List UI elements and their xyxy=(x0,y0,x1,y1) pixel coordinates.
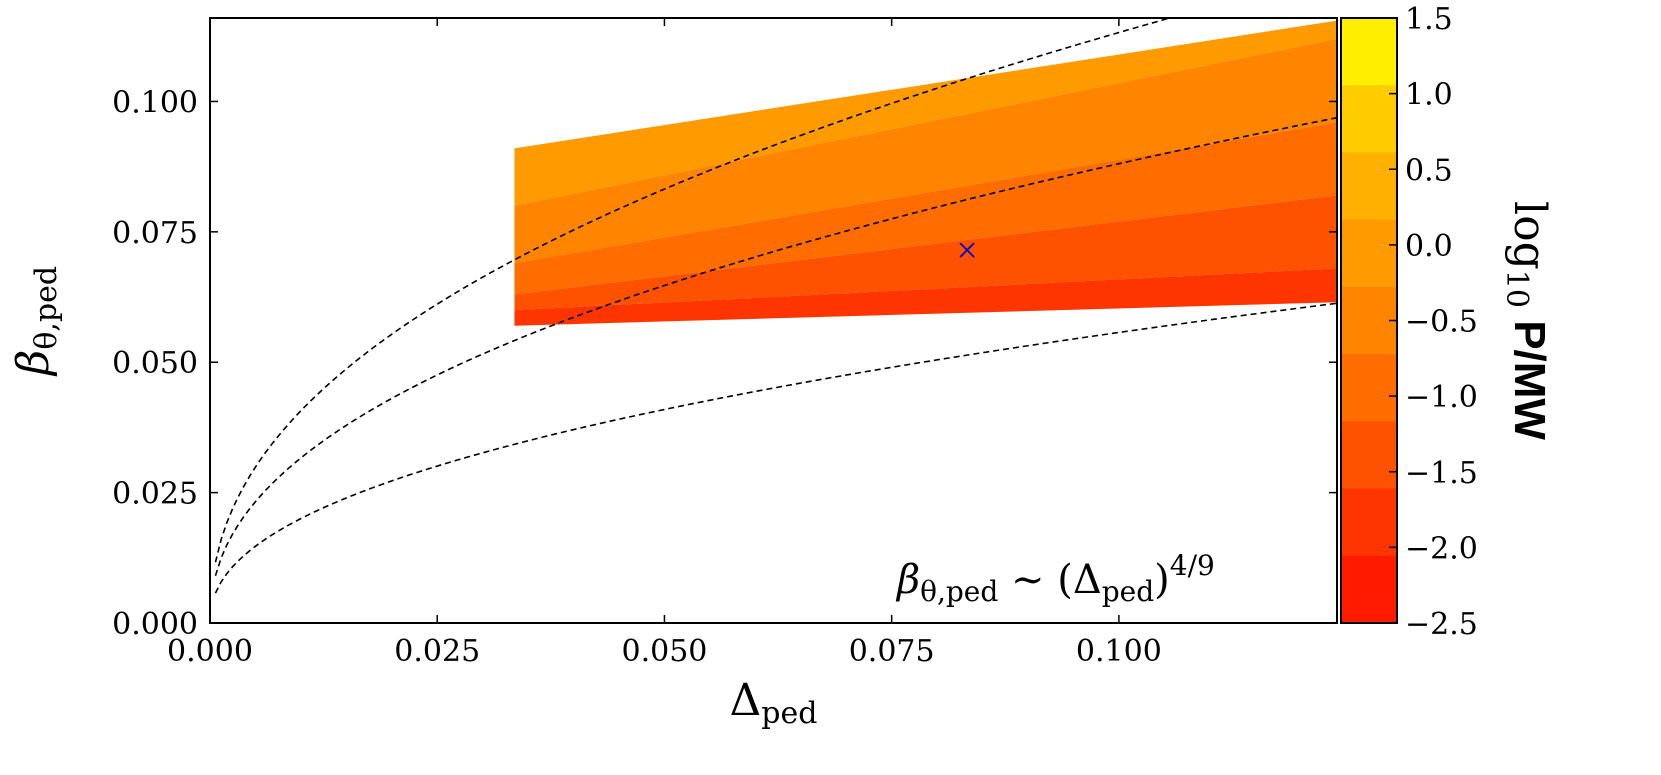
x-tick-label: 0.000 xyxy=(167,634,253,669)
x-axis-label: Δped xyxy=(730,675,818,731)
contour-bands xyxy=(514,20,1337,326)
colorbar-label-log: log xyxy=(1504,201,1555,270)
colorbar-segment-6 xyxy=(1341,421,1397,490)
y-tick-label: 0.025 xyxy=(112,477,198,512)
colorbar-tick-label: 0.0 xyxy=(1405,229,1453,264)
scaling-annotation: βθ,ped ∼ (Δped)4/9 xyxy=(895,549,1215,608)
annotation-delta-sub: ped xyxy=(1102,575,1154,608)
plot-frame xyxy=(209,17,1338,624)
marker-stroke-b xyxy=(959,242,975,258)
colorbar-tick-label: 0.5 xyxy=(1405,153,1453,188)
colorbar-label: log10 P/MW xyxy=(1499,201,1555,440)
y-tick-label: 0.075 xyxy=(112,216,198,251)
contour-band-2 xyxy=(514,122,1337,295)
colorbar-tick-label: 1.5 xyxy=(1405,2,1453,37)
colorbar-tick-label: −0.5 xyxy=(1405,305,1478,340)
y-tick-label: 0.000 xyxy=(112,607,198,642)
contour-band-3 xyxy=(514,195,1337,311)
colorbar xyxy=(1341,18,1397,624)
colorbar-segment-3 xyxy=(1341,219,1397,288)
colorbar-segment-2 xyxy=(1341,152,1397,221)
y-tick-label: 0.100 xyxy=(112,85,198,120)
scaling-curves xyxy=(214,17,1338,594)
colorbar-segment-4 xyxy=(1341,286,1397,355)
y-tick-label: 0.050 xyxy=(112,346,198,381)
optimum-marker xyxy=(959,242,975,258)
colorbar-segment-5 xyxy=(1341,354,1397,422)
annotation-beta: β xyxy=(895,557,920,603)
scaling-curve-1 xyxy=(214,116,1338,576)
contour-band-0 xyxy=(514,20,1337,206)
colorbar-tick-label: −2.5 xyxy=(1405,607,1478,642)
x-tick-label: 0.050 xyxy=(621,634,707,669)
y-ticks: 0.000 0.025 0.050 0.075 0.100 xyxy=(112,85,1337,642)
x-tick-label: 0.025 xyxy=(394,634,480,669)
x-ticks: 0.000 0.025 0.050 0.075 0.100 xyxy=(167,18,1162,669)
scaling-curve-0 xyxy=(214,17,1175,563)
colorbar-tick-label: −2.0 xyxy=(1405,531,1478,566)
x-tick-label: 0.075 xyxy=(849,634,935,669)
colorbar-tick-label: −1.0 xyxy=(1405,380,1478,415)
annotation-beta-sub: θ,ped xyxy=(920,575,998,608)
x-axis-label-sub: ped xyxy=(761,696,817,731)
colorbar-tick-label: −1.5 xyxy=(1405,456,1478,491)
x-axis-label-main: Δ xyxy=(730,675,762,726)
y-axis-label-sub: θ,ped xyxy=(29,266,64,350)
colorbar-segment-8 xyxy=(1341,555,1397,624)
colorbar-segment-1 xyxy=(1341,85,1397,153)
colorbar-label-rest: P/MW xyxy=(1505,308,1554,440)
scaling-curve-2 xyxy=(214,302,1338,594)
colorbar-segment-0 xyxy=(1341,18,1397,86)
colorbar-tick-label: 1.0 xyxy=(1405,78,1453,113)
colorbar-label-sub: 10 xyxy=(1499,270,1534,308)
y-axis-label: βθ,ped xyxy=(8,266,64,377)
contour-band-1 xyxy=(514,38,1337,264)
x-tick-label: 0.100 xyxy=(1076,634,1162,669)
contour-band-4 xyxy=(514,268,1337,326)
annotation-middle: ∼ (Δ xyxy=(998,557,1101,603)
colorbar-ticks: 1.5 1.0 0.5 0.0 −0.5 −1.0 −1.5 −2.0 −2.5 xyxy=(1389,2,1478,642)
annotation-close: ) xyxy=(1154,557,1170,603)
y-axis-label-main: β xyxy=(8,350,59,377)
colorbar-segment-7 xyxy=(1341,488,1397,557)
annotation-exponent: 4/9 xyxy=(1170,549,1215,582)
